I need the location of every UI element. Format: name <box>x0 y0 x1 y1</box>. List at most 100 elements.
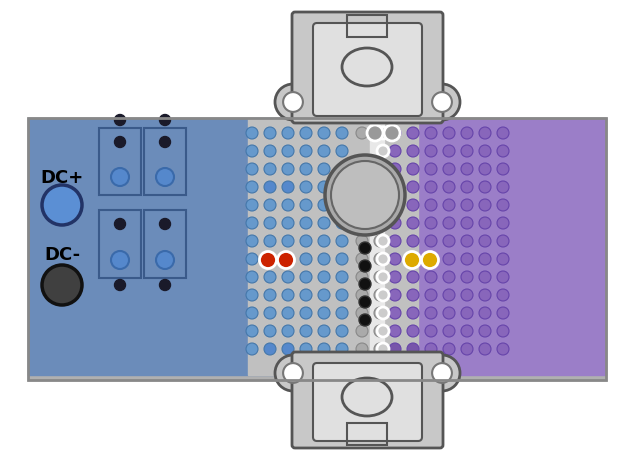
Circle shape <box>318 289 330 301</box>
Circle shape <box>403 252 420 268</box>
Circle shape <box>479 325 491 337</box>
Circle shape <box>282 343 294 355</box>
Bar <box>28 118 338 375</box>
Circle shape <box>115 218 125 230</box>
Circle shape <box>282 217 294 229</box>
Circle shape <box>497 163 509 175</box>
Bar <box>347 423 387 445</box>
Circle shape <box>497 217 509 229</box>
Circle shape <box>374 307 386 319</box>
Circle shape <box>461 199 473 211</box>
Circle shape <box>156 168 174 186</box>
Circle shape <box>318 235 330 247</box>
Circle shape <box>246 343 258 355</box>
Bar <box>370 118 384 375</box>
Circle shape <box>246 199 258 211</box>
Bar <box>144 210 186 278</box>
Circle shape <box>246 289 258 301</box>
Circle shape <box>461 235 473 247</box>
Circle shape <box>407 325 419 337</box>
Circle shape <box>264 163 276 175</box>
Circle shape <box>331 161 399 229</box>
Circle shape <box>282 199 294 211</box>
Circle shape <box>425 325 437 337</box>
Circle shape <box>377 181 389 193</box>
Circle shape <box>374 325 386 337</box>
Bar <box>347 15 387 37</box>
Circle shape <box>389 289 401 301</box>
Circle shape <box>377 217 389 229</box>
Circle shape <box>264 325 276 337</box>
Circle shape <box>374 343 386 355</box>
Circle shape <box>264 253 276 265</box>
Circle shape <box>497 235 509 247</box>
Circle shape <box>432 363 452 383</box>
Text: DC-: DC- <box>44 246 80 264</box>
Circle shape <box>377 163 389 175</box>
Circle shape <box>443 145 455 157</box>
Circle shape <box>425 181 437 193</box>
Circle shape <box>359 242 371 254</box>
Circle shape <box>443 325 455 337</box>
Circle shape <box>336 307 348 319</box>
Circle shape <box>461 325 473 337</box>
Circle shape <box>407 181 419 193</box>
Circle shape <box>300 199 312 211</box>
Circle shape <box>443 253 455 265</box>
Circle shape <box>156 251 174 269</box>
Circle shape <box>389 127 401 139</box>
Circle shape <box>246 253 258 265</box>
Circle shape <box>42 265 82 305</box>
Circle shape <box>424 355 460 391</box>
Circle shape <box>389 253 401 265</box>
Circle shape <box>424 84 460 120</box>
Circle shape <box>356 127 368 139</box>
Circle shape <box>264 235 276 247</box>
Circle shape <box>443 181 455 193</box>
Circle shape <box>318 325 330 337</box>
Circle shape <box>246 235 258 247</box>
Circle shape <box>356 235 368 247</box>
Circle shape <box>300 325 312 337</box>
Circle shape <box>461 271 473 283</box>
Circle shape <box>246 217 258 229</box>
Bar <box>347 15 387 37</box>
Circle shape <box>282 163 294 175</box>
Circle shape <box>374 289 386 301</box>
Circle shape <box>377 307 389 319</box>
Circle shape <box>384 125 400 141</box>
Bar <box>340 118 606 375</box>
Circle shape <box>407 271 419 283</box>
Circle shape <box>425 307 437 319</box>
Circle shape <box>282 235 294 247</box>
Circle shape <box>425 253 437 265</box>
Circle shape <box>479 199 491 211</box>
Bar <box>28 118 606 380</box>
Circle shape <box>479 271 491 283</box>
Circle shape <box>300 127 312 139</box>
Circle shape <box>389 307 401 319</box>
Circle shape <box>425 217 437 229</box>
Circle shape <box>318 199 330 211</box>
Circle shape <box>300 145 312 157</box>
Circle shape <box>443 217 455 229</box>
Circle shape <box>336 253 348 265</box>
Circle shape <box>377 199 389 211</box>
Circle shape <box>479 181 491 193</box>
Circle shape <box>377 253 389 265</box>
Circle shape <box>300 235 312 247</box>
Circle shape <box>377 325 389 337</box>
Circle shape <box>264 181 276 193</box>
Circle shape <box>389 235 401 247</box>
Circle shape <box>300 253 312 265</box>
Circle shape <box>42 185 82 225</box>
Circle shape <box>356 271 368 283</box>
Circle shape <box>300 307 312 319</box>
Circle shape <box>282 307 294 319</box>
Circle shape <box>300 271 312 283</box>
Circle shape <box>283 363 303 383</box>
Circle shape <box>359 314 371 326</box>
Circle shape <box>497 181 509 193</box>
Circle shape <box>479 217 491 229</box>
Circle shape <box>246 145 258 157</box>
